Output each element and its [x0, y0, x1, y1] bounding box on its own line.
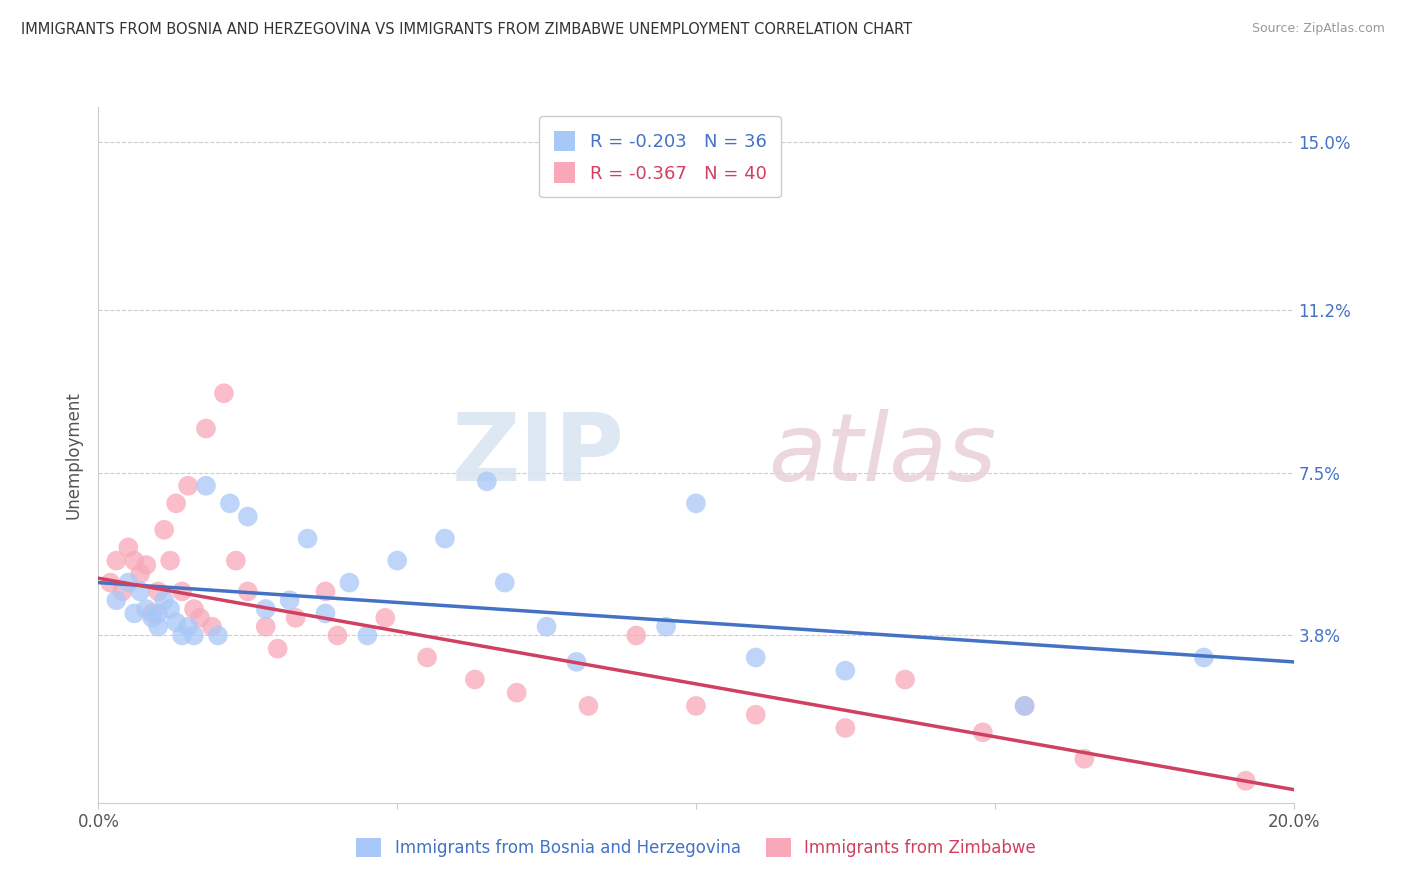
- Point: [165, 496, 187, 510]
- Point: [159, 602, 181, 616]
- Point: [117, 541, 139, 555]
- Legend: Immigrants from Bosnia and Herzegovina, Immigrants from Zimbabwe: Immigrants from Bosnia and Herzegovina, …: [350, 831, 1042, 864]
- Point: [1014, 698, 1036, 713]
- Point: [745, 707, 768, 722]
- Point: [578, 698, 600, 713]
- Point: [135, 602, 157, 616]
- Point: [212, 386, 235, 401]
- Point: [135, 558, 157, 572]
- Point: [1014, 698, 1036, 713]
- Point: [195, 479, 218, 493]
- Point: [111, 584, 134, 599]
- Point: [267, 641, 290, 656]
- Text: Source: ZipAtlas.com: Source: ZipAtlas.com: [1251, 22, 1385, 36]
- Point: [315, 584, 337, 599]
- Point: [374, 611, 396, 625]
- Text: IMMIGRANTS FROM BOSNIA AND HERZEGOVINA VS IMMIGRANTS FROM ZIMBABWE UNEMPLOYMENT : IMMIGRANTS FROM BOSNIA AND HERZEGOVINA V…: [21, 22, 912, 37]
- Point: [1234, 773, 1257, 788]
- Point: [315, 607, 337, 621]
- Point: [172, 584, 194, 599]
- Point: [148, 607, 170, 621]
- Point: [1073, 752, 1095, 766]
- Point: [506, 686, 529, 700]
- Point: [124, 607, 146, 621]
- Point: [745, 650, 768, 665]
- Point: [356, 628, 378, 642]
- Point: [188, 611, 211, 625]
- Point: [297, 532, 319, 546]
- Point: [105, 593, 128, 607]
- Point: [536, 620, 558, 634]
- Point: [972, 725, 994, 739]
- Point: [105, 553, 128, 567]
- Point: [183, 602, 205, 616]
- Point: [129, 566, 152, 581]
- Point: [464, 673, 486, 687]
- Point: [148, 620, 170, 634]
- Point: [236, 509, 259, 524]
- Point: [219, 496, 242, 510]
- Point: [225, 553, 247, 567]
- Point: [254, 602, 277, 616]
- Point: [148, 584, 170, 599]
- Point: [124, 553, 146, 567]
- Point: [165, 615, 187, 630]
- Point: [195, 421, 218, 435]
- Point: [385, 553, 409, 567]
- Point: [254, 620, 277, 634]
- Point: [177, 479, 200, 493]
- Point: [326, 628, 349, 642]
- Point: [685, 698, 707, 713]
- Y-axis label: Unemployment: Unemployment: [65, 391, 83, 519]
- Point: [834, 664, 856, 678]
- Point: [177, 620, 200, 634]
- Point: [655, 620, 678, 634]
- Point: [1192, 650, 1215, 665]
- Point: [894, 673, 917, 687]
- Point: [626, 628, 648, 642]
- Point: [834, 721, 856, 735]
- Point: [141, 611, 163, 625]
- Point: [117, 575, 139, 590]
- Point: [434, 532, 457, 546]
- Point: [284, 611, 307, 625]
- Point: [172, 628, 194, 642]
- Point: [141, 607, 163, 621]
- Point: [565, 655, 588, 669]
- Point: [278, 593, 301, 607]
- Point: [207, 628, 229, 642]
- Point: [201, 620, 224, 634]
- Text: atlas: atlas: [768, 409, 995, 500]
- Point: [685, 496, 707, 510]
- Point: [416, 650, 439, 665]
- Point: [236, 584, 259, 599]
- Point: [153, 523, 176, 537]
- Point: [494, 575, 516, 590]
- Point: [339, 575, 361, 590]
- Point: [129, 584, 152, 599]
- Text: ZIP: ZIP: [451, 409, 624, 501]
- Point: [183, 628, 205, 642]
- Point: [98, 575, 122, 590]
- Point: [153, 593, 176, 607]
- Point: [159, 553, 181, 567]
- Point: [475, 475, 498, 489]
